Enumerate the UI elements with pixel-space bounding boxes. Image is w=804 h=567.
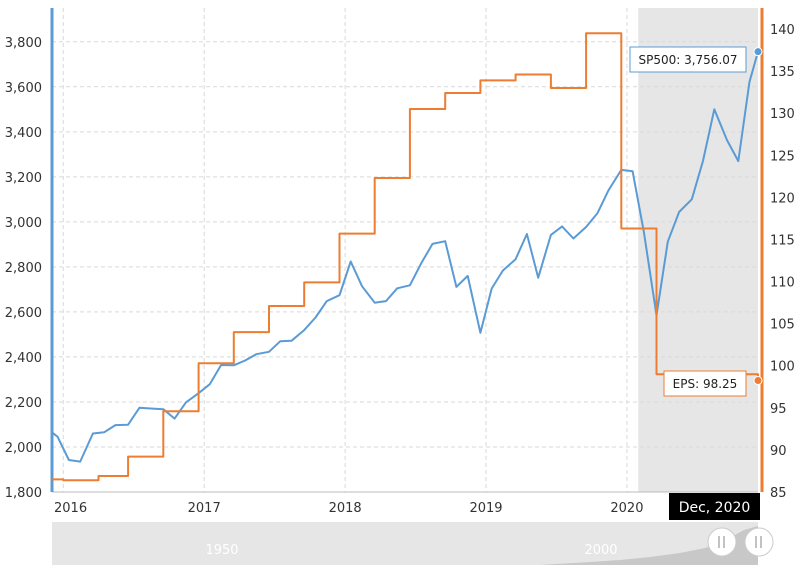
left-tick-label: 3,000: [5, 216, 42, 231]
left-tick-label: 3,200: [5, 171, 42, 186]
left-tick-label: 3,800: [5, 36, 42, 51]
navigator-label-1950: 1950: [205, 543, 238, 558]
eps-end-marker: [753, 375, 763, 385]
right-tick-label: 100: [770, 360, 795, 375]
date-badge-text: Dec, 2020: [679, 500, 751, 516]
x-axis: 2016 2017 2018 2019 2020: [54, 501, 643, 516]
left-tick-label: 2,600: [5, 306, 42, 321]
right-tick-label: 85: [770, 486, 787, 501]
x-tick-label: 2017: [188, 501, 221, 516]
sp500-end-marker: [753, 47, 763, 57]
right-tick-label: 115: [770, 233, 795, 248]
navigator[interactable]: 1950 2000: [52, 522, 774, 565]
navigator-left-handle[interactable]: [707, 527, 737, 557]
right-tick-label: 140: [770, 23, 795, 38]
navigator-track[interactable]: [52, 522, 758, 565]
x-tick-label: 2016: [54, 501, 87, 516]
x-tick-label: 2018: [329, 501, 362, 516]
x-tick-label: 2019: [469, 501, 502, 516]
shaded-band: [638, 8, 758, 492]
right-tick-label: 135: [770, 65, 795, 80]
eps-tooltip-text: EPS: 98.25: [673, 377, 738, 391]
right-tick-label: 110: [770, 276, 795, 291]
navigator-right-handle[interactable]: [744, 527, 774, 557]
right-tick-label: 120: [770, 191, 795, 206]
date-badge-box: [669, 493, 760, 520]
eps-tooltip: EPS: 98.25: [663, 370, 747, 397]
left-tick-label: 3,600: [5, 81, 42, 96]
end-markers: [753, 47, 763, 385]
navigator-mini-series: [52, 526, 758, 565]
sp500-tooltip-box: [629, 46, 747, 73]
right-tick-label: 90: [770, 444, 787, 459]
right-tick-label: 95: [770, 402, 787, 417]
x-tick-label: 2020: [610, 501, 643, 516]
left-tick-label: 1,800: [5, 486, 42, 501]
left-tick-label: 2,800: [5, 261, 42, 276]
date-badge: Dec, 2020: [669, 493, 760, 520]
left-tick-label: 2,400: [5, 351, 42, 366]
right-y-axis: 85 90 95 100 105 110 115 120 125 130 135 140: [760, 8, 795, 501]
shaded-region: [638, 8, 758, 492]
right-tick-label: 125: [770, 149, 795, 164]
eps-tooltip-box: [663, 370, 747, 397]
grid: [52, 8, 758, 493]
right-tick-label: 105: [770, 318, 795, 333]
navigator-label-2000: 2000: [584, 543, 617, 558]
sp500-tooltip-text: SP500: 3,756.07: [638, 53, 737, 67]
right-tick-label: 130: [770, 107, 795, 122]
left-tick-label: 3,400: [5, 126, 42, 141]
sp500-tooltip: SP500: 3,756.07: [629, 46, 747, 73]
left-tick-label: 2,200: [5, 396, 42, 411]
eps-line: [52, 32, 759, 482]
left-tick-label: 2,000: [5, 441, 42, 456]
left-y-axis: 1,800 2,000 2,200 2,400 2,600 2,800 3,000 3,200…: [5, 8, 54, 501]
series-lines: [51, 32, 759, 482]
